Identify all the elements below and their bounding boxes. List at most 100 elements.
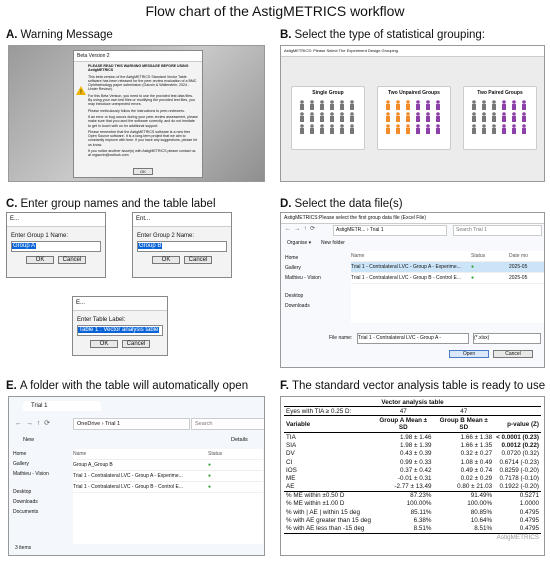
table-cell: 1.0000 bbox=[519, 500, 539, 508]
table-cell: 1.66 ± 1.35 bbox=[460, 442, 493, 450]
caption-text: Warning Message bbox=[20, 29, 113, 41]
header-cell: Group A Mean ± SD bbox=[373, 415, 434, 434]
search-box[interactable]: Search bbox=[191, 418, 264, 430]
table-cell: 1.98 ± 1.46 bbox=[400, 433, 432, 441]
sidebar-item[interactable]: Home bbox=[285, 255, 299, 261]
group-option[interactable]: Single Group bbox=[291, 86, 365, 150]
cancel-button[interactable]: Cancel bbox=[58, 256, 86, 264]
table-row: % ME within ±1.00 D 100.00% 100.00% 1.0000 bbox=[284, 500, 541, 508]
window-title: E... bbox=[7, 213, 105, 227]
text-input[interactable]: Group B bbox=[137, 241, 227, 252]
file-name-label: File name: bbox=[329, 335, 353, 341]
new-folder-button[interactable]: New folder bbox=[321, 240, 345, 246]
group-option[interactable]: Two Paired Groups bbox=[463, 86, 537, 150]
text-input[interactable]: Table 1 : Vector analysis table bbox=[77, 325, 163, 336]
input-value: Group B bbox=[138, 243, 163, 249]
status-icon: ● bbox=[208, 462, 212, 468]
tab[interactable]: Trial 1 bbox=[23, 401, 101, 411]
file-type-filter[interactable]: (*.xlsx) bbox=[473, 333, 541, 344]
ok-button[interactable]: OK bbox=[90, 340, 118, 348]
item-count: 3 items bbox=[15, 545, 32, 551]
warning-paragraph: Please remember that the AstigMETRICS so… bbox=[88, 129, 198, 147]
caption: C. Enter group names and the table label bbox=[6, 198, 216, 210]
open-button[interactable]: Open bbox=[449, 350, 489, 358]
warning-dialog: Beta Version 2 ! PLEASE READ THIS WARNIN… bbox=[73, 50, 203, 178]
text-input[interactable]: Group A bbox=[11, 241, 101, 252]
warning-paragraph: For this Beta Version, you need to use t… bbox=[88, 93, 195, 107]
sidebar-item[interactable]: Desktop bbox=[285, 293, 304, 299]
sidebar-item[interactable]: Gallery bbox=[13, 461, 29, 467]
sidebar-item[interactable]: Downloads bbox=[285, 303, 310, 309]
empty-cell bbox=[494, 407, 541, 416]
file-name-input[interactable]: Trial 1 - Contralateral LVC - Group A - bbox=[357, 333, 469, 344]
new-button[interactable]: New bbox=[23, 437, 35, 443]
vector-analysis-table: Vector analysis table Eyes with TIA ≥ 0.2… bbox=[284, 398, 541, 542]
file-row[interactable]: Group A_Group B ● bbox=[73, 460, 263, 471]
sidebar-item[interactable]: Documents bbox=[13, 509, 39, 515]
table-cell: 85.11% bbox=[410, 508, 432, 516]
table-cell: % ME within ±1.00 D bbox=[286, 500, 345, 508]
table-cell: 0.43 ± 0.39 bbox=[400, 450, 432, 458]
table-cell: 100.00% bbox=[467, 500, 493, 508]
organise-menu[interactable]: Organise ▾ bbox=[287, 240, 312, 246]
file-row[interactable]: Trial 1 - Contralateral LVC - Group B - … bbox=[351, 273, 544, 284]
input-value: Group A bbox=[12, 243, 37, 249]
group-option-label: Single Group bbox=[312, 90, 344, 96]
column-header: Date mo bbox=[509, 253, 528, 259]
screenshot-f: Vector analysis table Eyes with TIA ≥ 0.2… bbox=[280, 396, 545, 556]
details-button[interactable]: Details bbox=[231, 437, 248, 443]
file-row[interactable]: Trial 1 - Contralateral LVC - Group A - … bbox=[73, 471, 263, 482]
table-row: IOS 0.37 ± 0.42 0.49 ± 0.74 0.8259 (-0.20) bbox=[284, 466, 541, 474]
button-row: OK Cancel bbox=[7, 256, 105, 264]
table-cell: AE bbox=[286, 483, 295, 491]
table-cell: 0.4795 bbox=[519, 525, 539, 533]
input-dialog: E... Enter Group 1 Name: Group A OK Cancel bbox=[6, 212, 106, 278]
group-option-label: Two Unpaired Groups bbox=[388, 90, 440, 96]
caption: F. The standard vector analysis table is … bbox=[280, 380, 545, 392]
caption-text: Enter group names and the table label bbox=[20, 198, 216, 210]
sidebar-item[interactable]: Gallery bbox=[285, 265, 301, 271]
table-cell: CI bbox=[286, 458, 293, 466]
svg-text:!: ! bbox=[80, 90, 82, 95]
input-dialog: E... Enter Table Label: Table 1 : Vector a… bbox=[72, 296, 168, 356]
cancel-button[interactable]: Cancel bbox=[184, 256, 212, 264]
panel-label: A. bbox=[6, 29, 18, 41]
warning-paragraph: This beta version of the AstigMETRICS St… bbox=[88, 74, 197, 92]
input-dialog: Ent... Enter Group 2 Name: Group B OK Cancel bbox=[132, 212, 232, 278]
window-title: Ent... bbox=[133, 213, 231, 227]
group-option[interactable]: Two Unpaired Groups bbox=[377, 86, 451, 150]
search-box[interactable]: Search Trial 1 bbox=[453, 225, 542, 236]
ok-button[interactable]: OK bbox=[152, 256, 180, 264]
cancel-button[interactable]: Cancel bbox=[122, 340, 150, 348]
table-row: SIA 1.98 ± 1.39 1.66 ± 1.35 0.0012 (0.22) bbox=[284, 442, 541, 450]
table-cell: 91.49% bbox=[433, 490, 495, 500]
table-row: TIA 1.98 ± 1.46 1.66 ± 1.38 < 0.0001 (0.23) bbox=[284, 433, 541, 442]
panel-label: C. bbox=[6, 198, 18, 210]
cancel-button[interactable]: Cancel bbox=[493, 350, 533, 358]
prompt: Enter Table Label: bbox=[77, 317, 126, 323]
file-row[interactable]: Trial 1 - Contralateral LVC - Group B - … bbox=[73, 482, 263, 493]
file-name: Trial 1 - Contralateral LVC - Group A - … bbox=[351, 264, 461, 270]
address-bar[interactable]: OneDrive › Trial 1 bbox=[73, 418, 190, 430]
warning-paragraph: If an error or bug occurs during your pe… bbox=[88, 114, 198, 128]
ok-button[interactable]: OK bbox=[133, 167, 153, 175]
nav-arrows: ← → ↑ ⟳ bbox=[15, 420, 51, 427]
address-bar[interactable]: AstigMETR... › Trial 1 bbox=[333, 225, 447, 236]
sidebar-item[interactable]: Mathieu - Vision bbox=[13, 471, 49, 477]
warning-heading: PLEASE READ THIS WARNING MESSAGE BEFORE … bbox=[88, 64, 189, 73]
table-cell: 0.37 ± 0.42 bbox=[400, 466, 432, 474]
table-row: % with | AE | within 15 deg 85.11% 80.85% 0… bbox=[284, 508, 541, 516]
sidebar-item[interactable]: Home bbox=[13, 451, 27, 457]
caption: A. Warning Message bbox=[6, 29, 113, 41]
sidebar-item[interactable]: Mathieu - Vision bbox=[285, 275, 321, 281]
table-cell: 10.64% bbox=[470, 516, 493, 524]
window-title: AstigMETRICS:Please select the first gro… bbox=[281, 213, 544, 224]
sidebar-item[interactable]: Downloads bbox=[13, 499, 38, 505]
sidebar-item[interactable]: Desktop bbox=[13, 489, 32, 495]
ok-button[interactable]: OK bbox=[26, 256, 54, 264]
screenshot-a: Beta Version 2 ! PLEASE READ THIS WARNIN… bbox=[8, 45, 265, 182]
column-header: Status bbox=[208, 451, 223, 457]
table-title: Vector analysis table bbox=[284, 398, 541, 408]
caption-text: The standard vector analysis table is re… bbox=[291, 380, 546, 392]
file-row[interactable]: Trial 1 - Contralateral LVC - Group A - … bbox=[351, 262, 544, 273]
